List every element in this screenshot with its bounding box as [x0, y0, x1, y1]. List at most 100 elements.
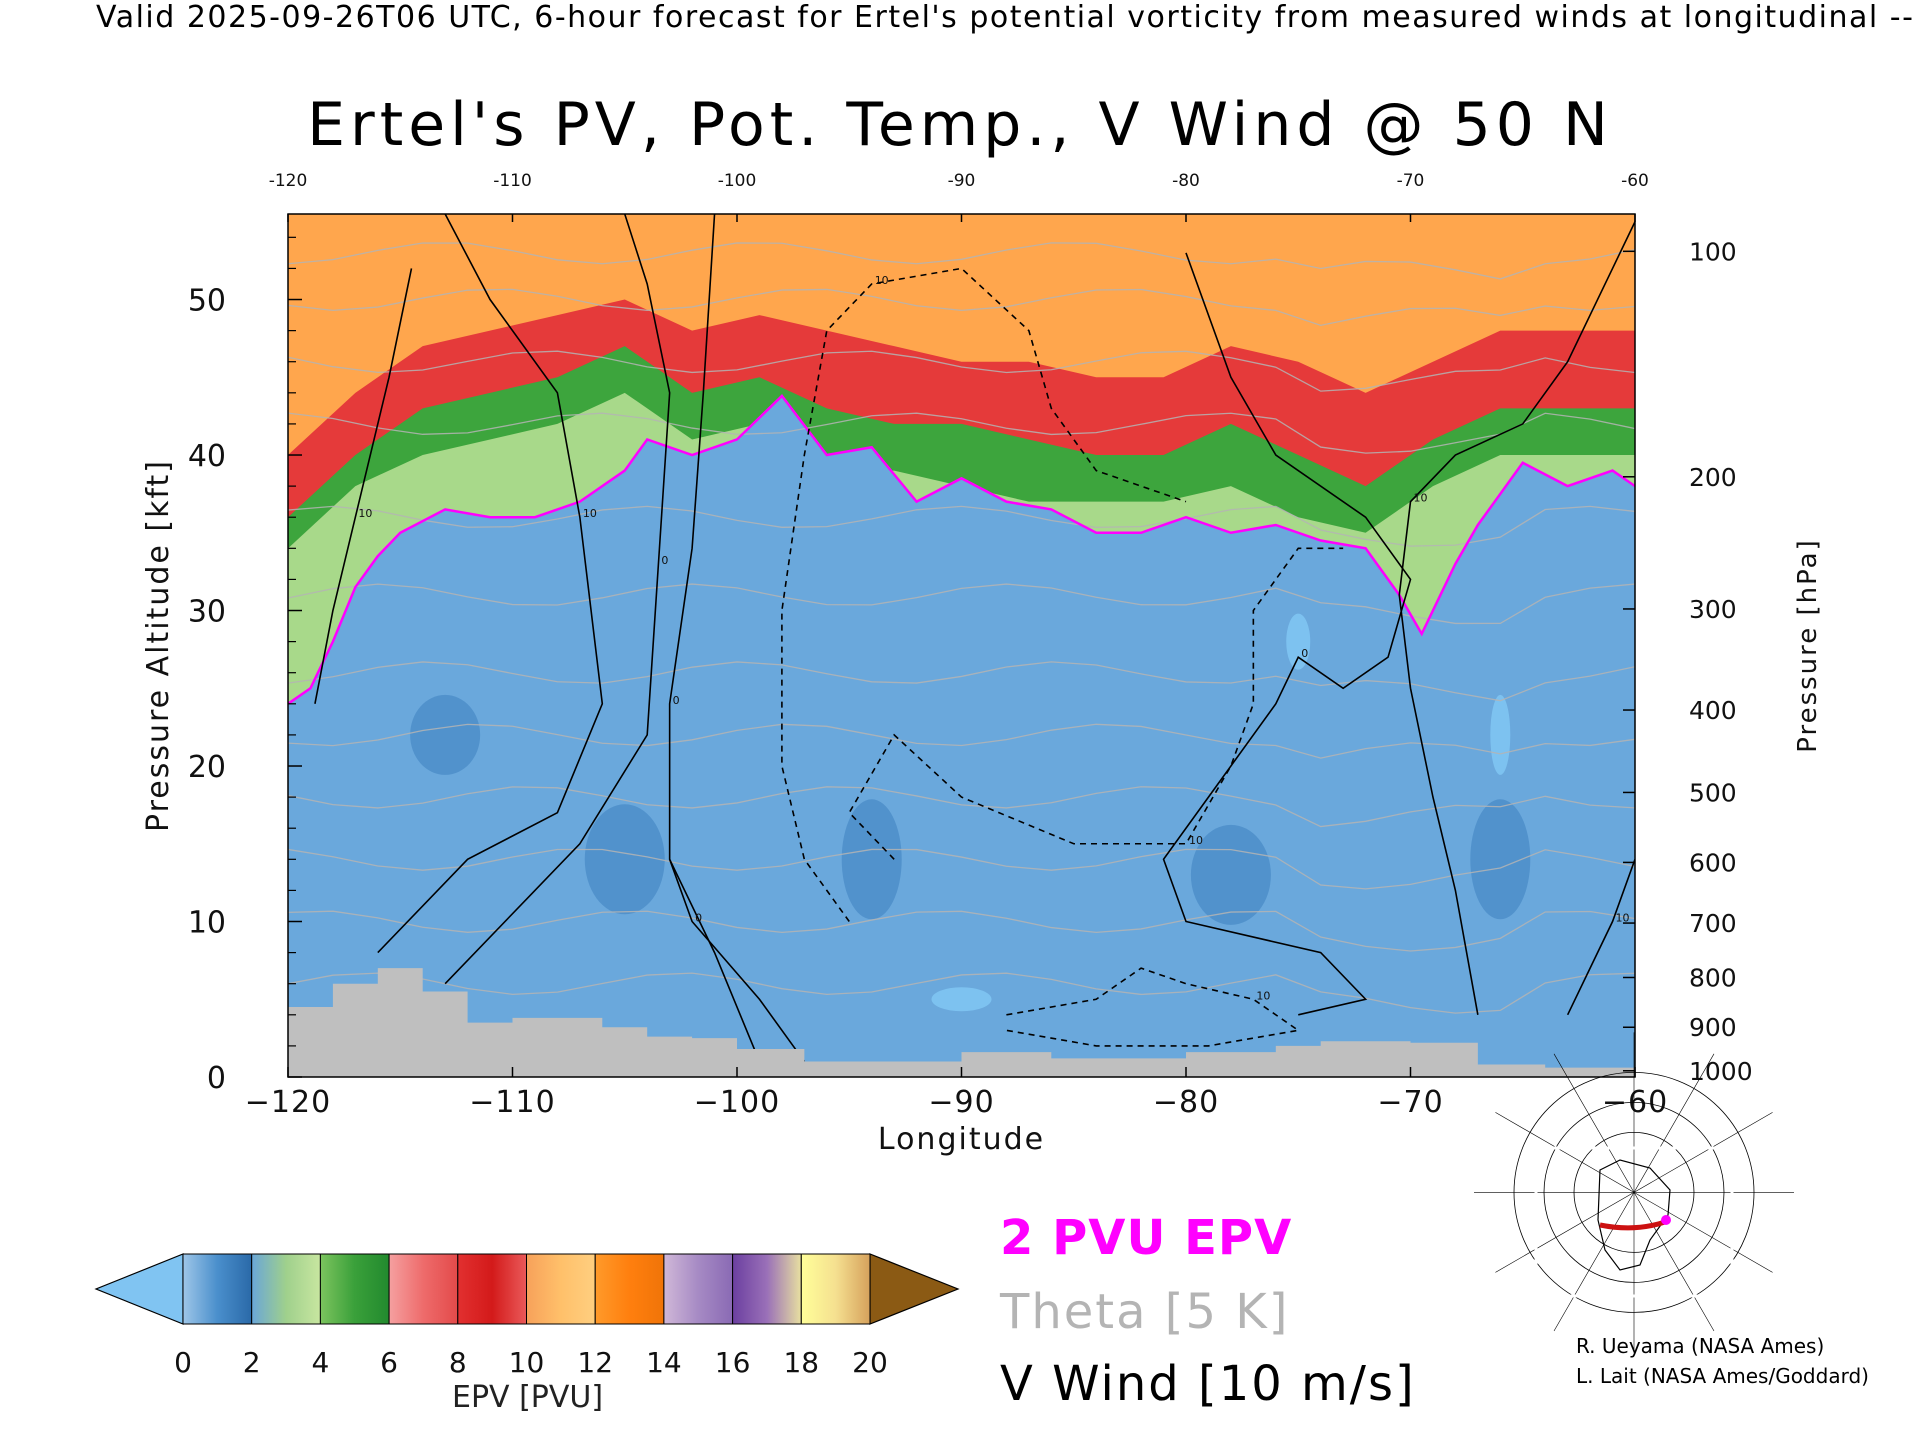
x-tick-label: −90: [928, 1085, 994, 1120]
theta-contour: [288, 848, 1635, 890]
colorbar-tick-label: 12: [577, 1346, 613, 1379]
theta-contour: [288, 412, 1635, 454]
pv-low-patch: [1470, 799, 1531, 920]
map-meridian: [1633, 1053, 1715, 1193]
theta-contour: [288, 505, 1635, 547]
y-right-tick-label: 600: [1689, 848, 1737, 877]
colorbar-tick-label: 2: [243, 1346, 261, 1379]
x-top-tick-label: -110: [493, 171, 532, 191]
colorbar-tick-label: 4: [311, 1346, 329, 1379]
map-meridian: [1633, 1192, 1715, 1332]
y-right-tick-label: 700: [1689, 909, 1737, 938]
map-clip-frame: [1534, 1146, 1734, 1298]
y-right-tick-label: 100: [1689, 237, 1737, 266]
wind-contour-label: 10: [358, 507, 372, 520]
locator-map: [1474, 1032, 1794, 1353]
colorbar: 0 2 4 6 8 10 12 14 16 18 20: [94, 1253, 960, 1379]
colorbar-tick-label: 0: [174, 1346, 192, 1379]
pv-low-patch: [410, 694, 481, 775]
y-right-tick-label: 900: [1689, 1013, 1737, 1042]
pv-low-patch: [841, 799, 902, 920]
colorbar-segment: [251, 1253, 321, 1325]
x-top-tick-label: -90: [948, 171, 976, 191]
x-tick-label: −70: [1377, 1085, 1443, 1120]
plot-area: 10 10 0 0 10 10 0 0 10 10 10: [288, 214, 1635, 1077]
x-top-tick-label: -120: [269, 171, 308, 191]
wind-contour-label: 0: [661, 554, 668, 567]
axes: −120 −110 −100 −90 −80 −70 −60-120 -110 -100 -90-…: [141, 171, 1823, 1157]
wind-contour-label: 0: [695, 912, 702, 925]
colorbar-segment: [388, 1253, 459, 1325]
header-text: Valid 2025-09-26T06 UTC, 6-hour forecast…: [96, 0, 1920, 35]
map-meridian: [1495, 1192, 1635, 1273]
colorbar-segment: [526, 1253, 596, 1325]
pv-under-patch: [1286, 613, 1311, 670]
y-right-axis-label: Pressure [hPa]: [1793, 538, 1823, 753]
terrain: [288, 968, 1635, 1077]
colorbar-label: EPV [PVU]: [452, 1380, 604, 1415]
wind-contour: [668, 214, 761, 1062]
colorbar-segment: [663, 1253, 734, 1325]
theta-contour: [288, 288, 1635, 326]
y-tick-label: 0: [207, 1061, 226, 1096]
wind-contour: [1566, 859, 1635, 1016]
colorbar-segment: [732, 1253, 802, 1325]
colorbar-tick-label: 16: [715, 1346, 751, 1379]
legend-theta: Theta [5 K]: [1000, 1284, 1290, 1340]
x-axis-label: Longitude: [878, 1122, 1045, 1157]
map-meridian: [1633, 1112, 1773, 1193]
wind-contour-label: 10: [1414, 492, 1428, 505]
x-tick-label: −110: [469, 1085, 555, 1120]
colorbar-tick-label: 18: [783, 1346, 819, 1379]
map-cross-section-line: [1599, 1219, 1666, 1231]
legend-wind: V Wind [10 m/s]: [1000, 1356, 1416, 1412]
credit-line-1: R. Ueyama (NASA Ames): [1576, 1334, 1825, 1358]
colorbar-segment: [319, 1253, 390, 1325]
wind-contour: [377, 214, 604, 954]
theta-contour: [288, 972, 1635, 1014]
chart-title: Ertel's PV, Pot. Temp., V Wind @ 50 N: [307, 90, 1613, 160]
wind-contour-label: 10: [1616, 912, 1630, 925]
colorbar-tick-label: 10: [509, 1346, 545, 1379]
y-tick-label: 50: [188, 284, 226, 319]
x-top-tick-label: -100: [718, 171, 757, 191]
y-tick-label: 30: [188, 595, 226, 630]
colorbar-over-triangle: [869, 1253, 960, 1325]
wind-contour: [848, 547, 1344, 860]
y-right-tick-label: 200: [1689, 463, 1737, 492]
wind-contour-label: 10: [875, 274, 889, 287]
colorbar-segment: [594, 1253, 665, 1325]
pv-low-patch: [584, 804, 665, 915]
y-right-tick-label: 500: [1689, 778, 1737, 807]
x-tick-label: −100: [694, 1085, 780, 1120]
colorbar-segment: [800, 1253, 871, 1325]
wind-contour: [781, 267, 1187, 922]
map-meridian: [1553, 1053, 1635, 1193]
y-tick-label: 40: [188, 439, 226, 474]
legend-pv-line: 2 PVU EPV: [1000, 1210, 1293, 1266]
pv-under-patch: [1490, 694, 1511, 775]
credit-line-2: L. Lait (NASA Ames/Goddard): [1576, 1364, 1869, 1388]
colorbar-segment: [182, 1253, 253, 1325]
theta-contour: [288, 786, 1635, 828]
x-tick-label: −120: [245, 1085, 331, 1120]
map-meridian: [1633, 1192, 1773, 1273]
wind-contour: [1398, 221, 1635, 1015]
colorbar-under-triangle: [94, 1253, 184, 1325]
map-coastline: [1597, 1159, 1671, 1271]
wind-contour-label: 10: [583, 507, 597, 520]
y-tick-label: 20: [188, 750, 226, 785]
y-right-tick-label: 400: [1689, 696, 1737, 725]
theta-contour: [288, 242, 1635, 280]
y-right-tick-label: 800: [1689, 963, 1737, 992]
map-marker: [1661, 1215, 1671, 1225]
y-right-tick-label: 300: [1689, 595, 1737, 624]
wind-contour: [444, 214, 671, 985]
pv-2pvu-line: [288, 394, 1635, 705]
colorbar-segment: [457, 1253, 527, 1325]
wind-contour-label: 0: [673, 694, 680, 707]
y-axis-label: Pressure Altitude [kft]: [141, 459, 176, 832]
y-tick-label: 10: [188, 906, 226, 941]
colorbar-tick-label: 20: [852, 1346, 888, 1379]
